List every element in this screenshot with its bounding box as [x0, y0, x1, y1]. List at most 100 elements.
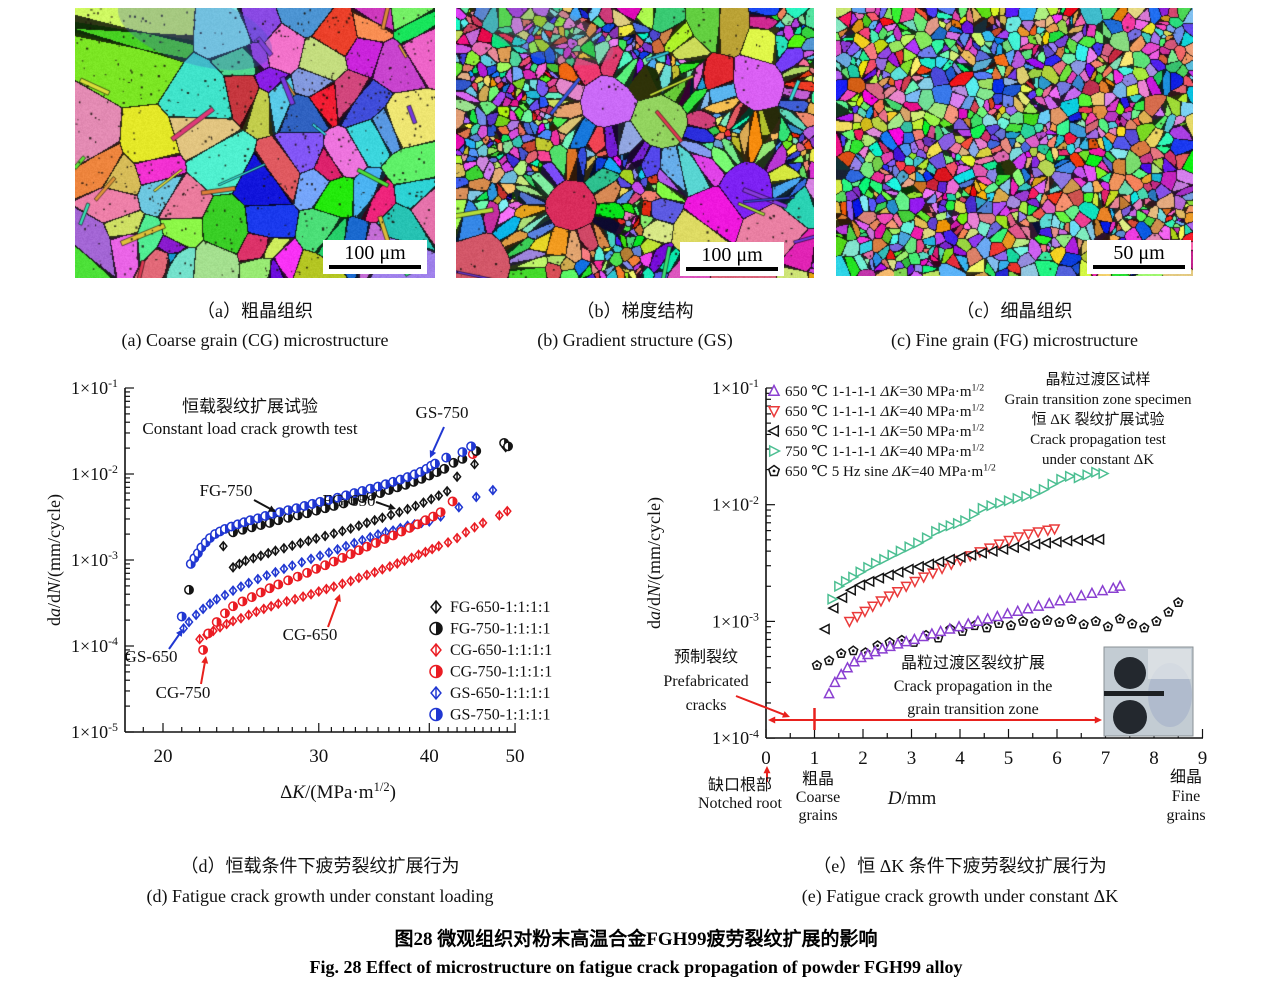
micrograph-b: 100 μm — [456, 8, 814, 278]
svg-text:1×10-1: 1×10-1 — [71, 376, 118, 398]
figure-caption-cn: 图28 微观组织对粉末高温合金FGH99疲劳裂纹扩展的影响 — [394, 929, 878, 950]
svg-text:grains: grains — [1166, 807, 1205, 824]
svg-text:恒载裂纹扩展试验: 恒载裂纹扩展试验 — [182, 397, 318, 416]
specimen-photo — [1103, 646, 1194, 737]
caption-a-en: (a) Coarse grain (CG) microstructure — [121, 330, 389, 350]
scale-bar-c-label: 50 μm — [1113, 242, 1165, 264]
svg-text:650 ℃ 1-1-1-1 ΔK=50 MPa·m1/2: 650 ℃ 1-1-1-1 ΔK=50 MPa·m1/2 — [785, 422, 984, 440]
svg-text:8: 8 — [1149, 748, 1159, 769]
svg-text:9: 9 — [1198, 748, 1208, 769]
caption-d-en: (d) Fatigue crack growth under constant … — [146, 886, 494, 906]
svg-text:Fine: Fine — [1172, 788, 1200, 805]
svg-text:cracks: cracks — [686, 697, 727, 714]
caption-d-cn: （d）恒载条件下疲劳裂纹扩展行为 — [180, 856, 460, 876]
svg-text:GS-750-1:1:1:1: GS-750-1:1:1:1 — [450, 707, 550, 724]
svg-text:1×10-3: 1×10-3 — [71, 548, 118, 570]
series-750C dK40 — [827, 466, 1110, 606]
svg-text:40: 40 — [420, 746, 439, 767]
svg-text:Notched root: Notched root — [698, 795, 783, 812]
svg-text:CG-750: CG-750 — [156, 683, 211, 702]
svg-text:晶粒过渡区试样: 晶粒过渡区试样 — [1045, 371, 1150, 388]
caption-b-en: (b) Gradient structure (GS) — [537, 330, 733, 350]
caption-e-cn: （e）恒 ΔK 条件下疲劳裂纹扩展行为 — [813, 856, 1107, 876]
svg-text:grains: grains — [798, 807, 837, 824]
svg-text:CG-750-1:1:1:1: CG-750-1:1:1:1 — [450, 664, 552, 681]
svg-text:1×10-4: 1×10-4 — [712, 726, 759, 748]
series-650C 5Hz sine dK40 — [811, 597, 1184, 670]
svg-text:Prefabricated: Prefabricated — [663, 673, 748, 690]
svg-text:GS-650: GS-650 — [125, 647, 178, 666]
ebsd-image-fine-grain — [836, 8, 1193, 276]
svg-text:650 ℃ 5 Hz sine ΔK=40 MPa·m1/2: 650 ℃ 5 Hz sine ΔK=40 MPa·m1/2 — [785, 462, 996, 480]
svg-text:650 ℃ 1-1-1-1 ΔK=40 MPa·m1/2: 650 ℃ 1-1-1-1 ΔK=40 MPa·m1/2 — [785, 402, 984, 420]
svg-text:GS-650-1:1:1:1: GS-650-1:1:1:1 — [450, 685, 550, 702]
series — [811, 466, 1184, 699]
ebsd-image-coarse-grain — [75, 8, 435, 278]
series-GS-750-1:1:1:1 — [176, 441, 477, 622]
svg-text:1×10-3: 1×10-3 — [712, 610, 759, 632]
info-block: 晶粒过渡区试样 Grain transition zone specimen 恒 Δ… — [1004, 371, 1192, 468]
scale-bar-b-label: 100 μm — [701, 244, 763, 266]
caption-e-en: (e) Fatigue crack growth under constant … — [801, 886, 1119, 906]
svg-text:FG-750-1:1:1:1: FG-750-1:1:1:1 — [450, 621, 550, 638]
plot-constant-deltaK-crack-growth: 1×10-1 1×10-2 1×10-3 1×10-40 1 2 3 4 5 6 7 8 9 D/mm da… — [644, 371, 1208, 824]
legend: FG-650-1:1:1:1 FG-750-1:1:1:1 CG-650-1:1:1… — [429, 599, 552, 724]
annotations: GS-750 FG-750 FG-650 CG-650 GS-650 CG-750 — [125, 403, 469, 702]
plot-constant-load-crack-growth: 1×10-1 1×10-2 1×10-3 1×10-4 1×10-5 20 30 40 50 ΔK… — [44, 376, 552, 803]
svg-text:Crack propagation test: Crack propagation test — [1030, 432, 1167, 448]
svg-text:CG-650: CG-650 — [283, 625, 338, 644]
svg-text:GS-750: GS-750 — [416, 403, 469, 422]
svg-text:4: 4 — [955, 748, 965, 769]
caption-a-cn: （a）粗晶组织 — [197, 301, 313, 321]
svg-text:缺口根部: 缺口根部 — [708, 776, 772, 794]
scale-bar-a: 100 μm — [323, 240, 427, 274]
scale-bar-c: 50 μm — [1087, 240, 1191, 274]
caption-c-cn: （c）细晶组织 — [956, 301, 1073, 321]
svg-text:恒 ΔK 裂纹扩展试验: 恒 ΔK 裂纹扩展试验 — [1032, 411, 1165, 428]
svg-text:650 ℃ 1-1-1-1 ΔK=30 MPa·m1/2: 650 ℃ 1-1-1-1 ΔK=30 MPa·m1/2 — [785, 382, 984, 400]
svg-text:FG-650-1:1:1:1: FG-650-1:1:1:1 — [450, 599, 550, 616]
svg-text:3: 3 — [907, 748, 917, 769]
svg-text:预制裂纹: 预制裂纹 — [674, 648, 738, 666]
svg-text:1: 1 — [810, 748, 820, 769]
svg-text:under constant ΔK: under constant ΔK — [1042, 452, 1154, 468]
svg-text:7: 7 — [1101, 748, 1111, 769]
scale-bar-a-line — [329, 265, 421, 269]
svg-text:粗晶: 粗晶 — [802, 770, 834, 788]
svg-text:晶粒过渡区裂纹扩展: 晶粒过渡区裂纹扩展 — [901, 654, 1045, 672]
svg-text:FG-750: FG-750 — [200, 481, 253, 500]
svg-text:Crack propagation in the: Crack propagation in the — [894, 678, 1053, 695]
svg-text:Grain transition zone specimen: Grain transition zone specimen — [1004, 392, 1192, 408]
svg-text:6: 6 — [1052, 748, 1062, 769]
legend: 650 ℃ 1-1-1-1 ΔK=30 MPa·m1/2 650 ℃ 1-1-1-… — [766, 382, 996, 480]
scale-bar-c-line — [1093, 265, 1185, 269]
svg-text:D/mm: D/mm — [887, 788, 937, 809]
svg-text:FG-650: FG-650 — [323, 491, 376, 510]
svg-text:Coarse: Coarse — [796, 789, 840, 806]
tick-labels: 1×10-1 1×10-2 1×10-3 1×10-4 1×10-5 20 30 40 50 ΔK… — [44, 376, 525, 803]
svg-text:da/dN/(mm/cycle): da/dN/(mm/cycle) — [44, 494, 65, 626]
micrograph-a: 100 μm — [75, 8, 435, 278]
annotations: 预制裂纹 Prefabricated cracks 晶粒过渡区裂纹扩展 Crack pr… — [663, 648, 1102, 730]
scale-bar-a-label: 100 μm — [344, 242, 406, 264]
series-FG-650-1:1:1:1 — [218, 441, 511, 573]
svg-text:grain transition zone: grain transition zone — [907, 701, 1039, 718]
ebsd-image-gradient-structure — [456, 8, 814, 278]
svg-text:1×10-4: 1×10-4 — [71, 634, 118, 656]
series-650C dK30 — [823, 579, 1126, 699]
svg-text:ΔK/(MPa·m1/2): ΔK/(MPa·m1/2) — [280, 780, 396, 803]
ticks — [125, 387, 516, 733]
svg-text:1×10-2: 1×10-2 — [712, 493, 759, 515]
series — [176, 437, 513, 655]
micrograph-c: 50 μm — [836, 8, 1193, 276]
svg-text:750 ℃ 1-1-1-1 ΔK=40 MPa·m1/2: 750 ℃ 1-1-1-1 ΔK=40 MPa·m1/2 — [785, 442, 984, 460]
svg-text:Constant load crack growth tes: Constant load crack growth test — [142, 419, 358, 438]
svg-text:1×10-2: 1×10-2 — [71, 462, 118, 484]
figure-caption-en: Fig. 28 Effect of microstructure on fati… — [309, 957, 963, 977]
scale-bar-b-line — [686, 267, 778, 271]
svg-text:20: 20 — [154, 746, 173, 767]
svg-text:5: 5 — [1004, 748, 1014, 769]
caption-b-cn: （b）梯度结构 — [576, 301, 694, 321]
